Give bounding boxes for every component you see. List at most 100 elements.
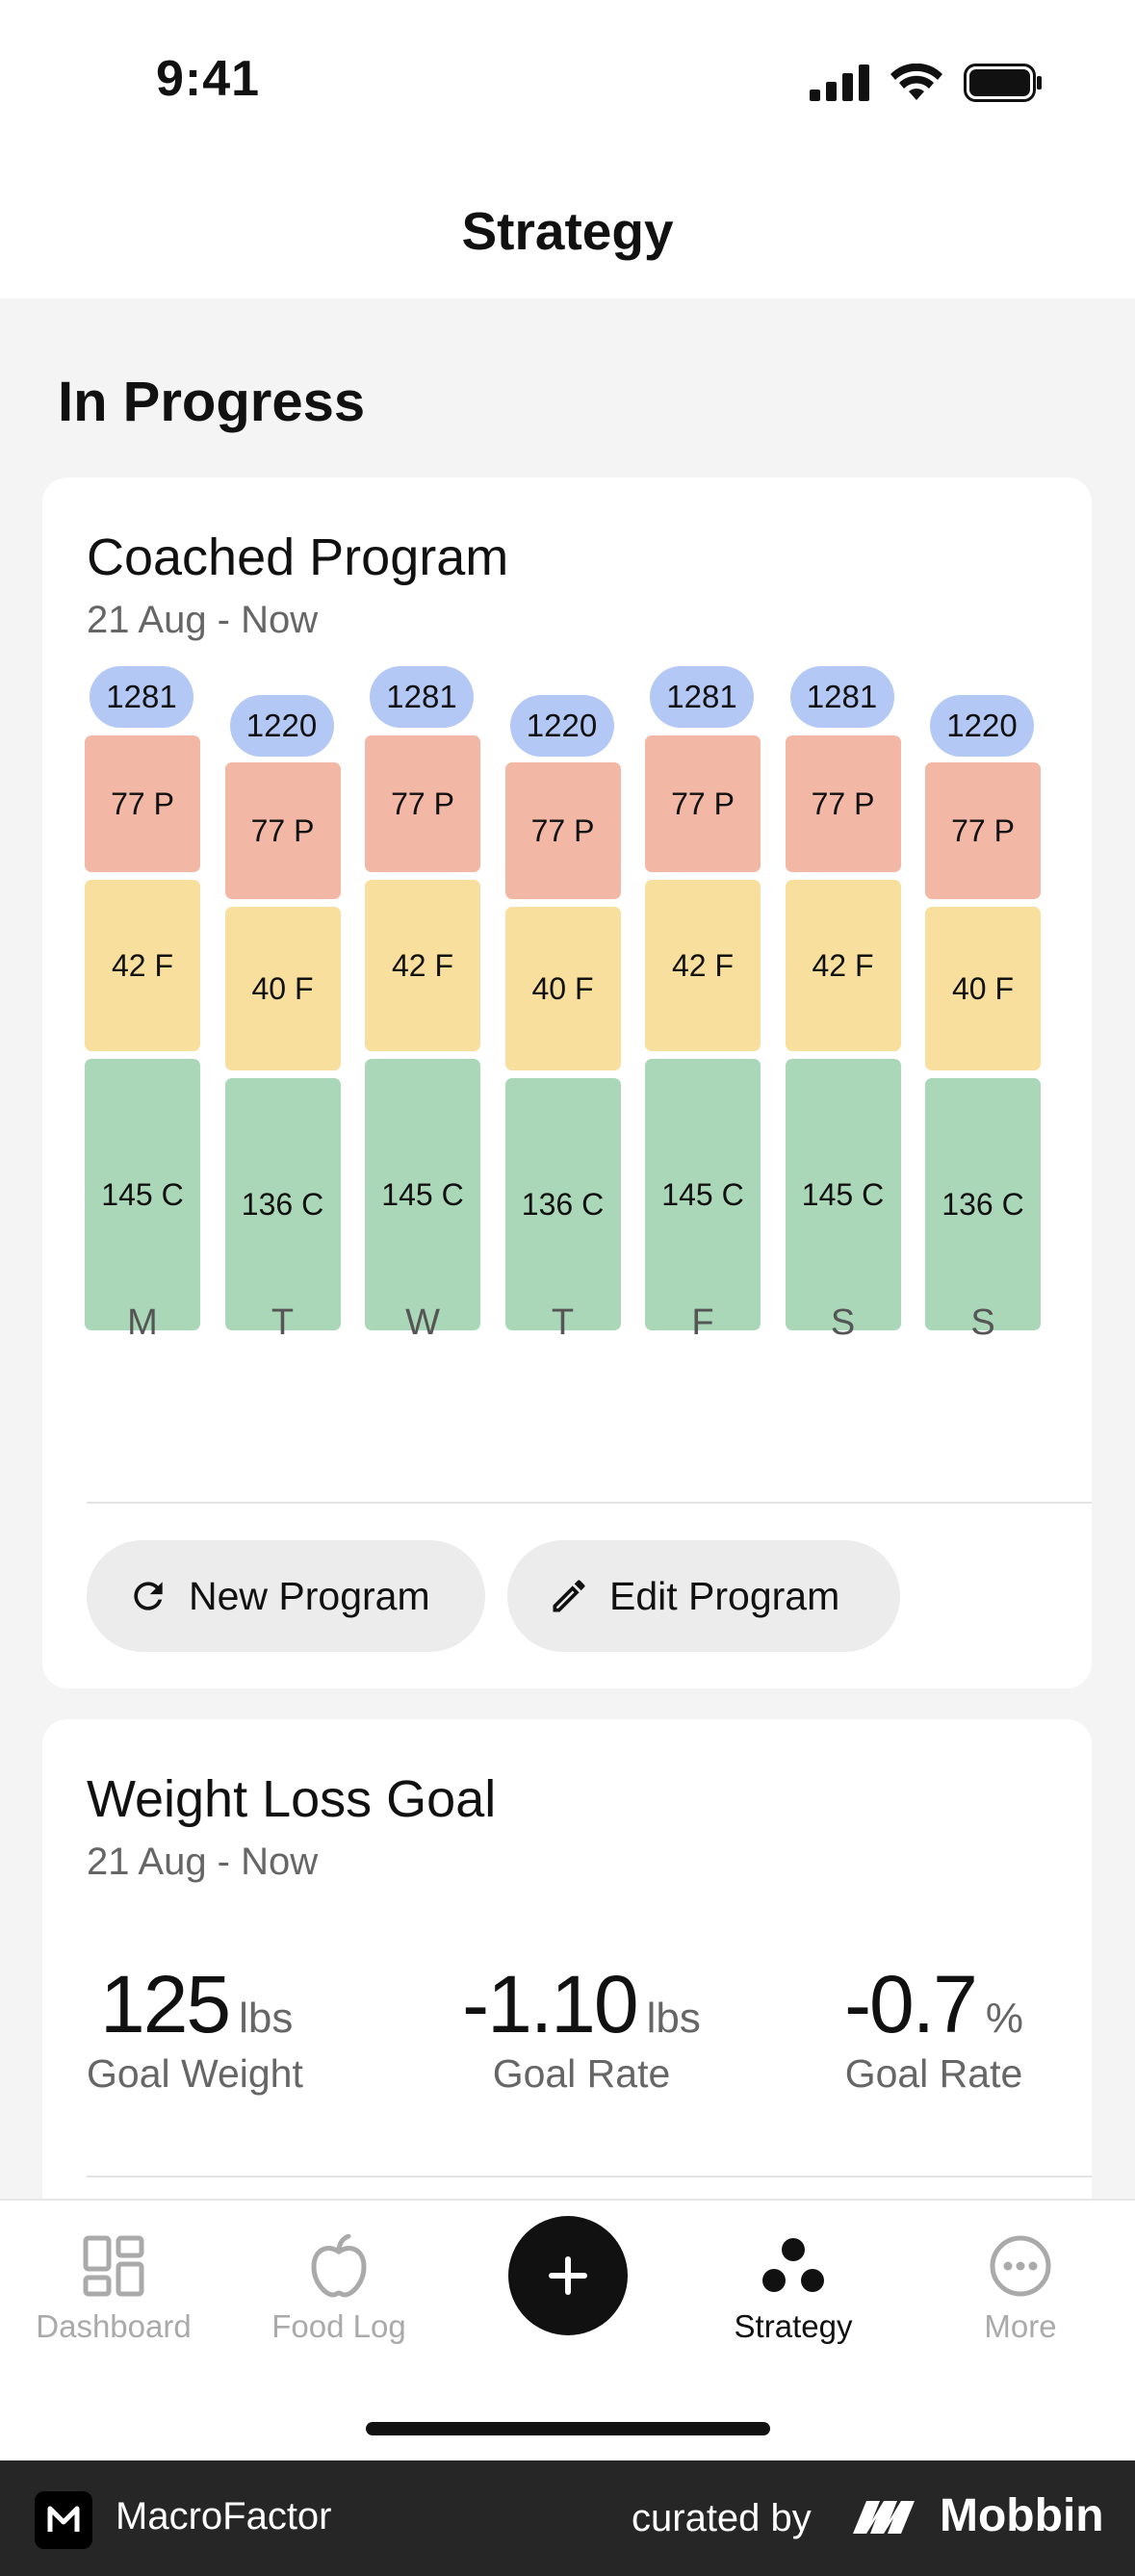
macro-chart: 1281 77 P 42 F 145 C M 1220 77 P 40 F 136 C T 1281… (85, 666, 1047, 1343)
protein-segment: 77 P (785, 735, 901, 872)
goal-rate-lbs-unit: lbs (646, 1995, 701, 2042)
fat-segment: 42 F (785, 880, 901, 1051)
day-label: S (970, 1302, 995, 1343)
tab-strategy-label: Strategy (734, 2308, 853, 2344)
new-program-button[interactable]: New Program (87, 1540, 485, 1652)
page-title: Strategy (461, 201, 674, 261)
calorie-badge: 1220 (930, 695, 1034, 757)
carbs-segment: 145 C (365, 1059, 480, 1330)
day-label: W (405, 1302, 440, 1343)
mobbin-logo-icon (853, 2500, 915, 2534)
mobbin-brand: Mobbin (851, 2489, 1104, 2542)
apple-icon (311, 2234, 367, 2298)
footer-brand-name: Mobbin (940, 2490, 1104, 2541)
refresh-icon (134, 1582, 163, 1610)
protein-segment: 77 P (645, 735, 761, 872)
day-label: F (691, 1302, 714, 1343)
goal-weight-label: Goal Weight (87, 2051, 303, 2096)
dashboard-icon (83, 2235, 144, 2297)
program-date-range: 21 Aug - Now (87, 599, 319, 641)
tab-strategy[interactable]: Strategy (697, 2229, 890, 2345)
goal-rate-percent-stat: -0.7 % Goal Rate (818, 1958, 1049, 2097)
tab-food-log-label: Food Log (271, 2308, 406, 2344)
goal-weight-value: 125 (100, 1959, 231, 2049)
fat-segment: 40 F (925, 907, 1041, 1070)
divider (87, 1502, 1092, 1504)
pencil-icon (553, 1580, 585, 1612)
calorie-badge: 1281 (90, 666, 193, 728)
calorie-badge: 1220 (509, 695, 614, 757)
fat-segment: 42 F (365, 880, 480, 1051)
tab-more-label: More (984, 2308, 1057, 2344)
protein-segment: 77 P (224, 762, 341, 899)
tab-dashboard[interactable]: Dashboard (17, 2229, 210, 2345)
fat-segment: 42 F (645, 880, 761, 1051)
divider (87, 2176, 1092, 2177)
tab-food-log[interactable]: Food Log (243, 2229, 435, 2345)
calorie-badge: 1281 (370, 666, 474, 728)
plus-icon (549, 2256, 587, 2295)
goal-rate-lbs-stat: -1.10 lbs Goal Rate (437, 1958, 726, 2097)
nav-header: Strategy (0, 164, 1135, 298)
section-title: In Progress (58, 371, 366, 433)
goal-date-range: 21 Aug - Now (87, 1841, 319, 1883)
calorie-badge: 1281 (789, 666, 894, 728)
day-label: T (551, 1302, 575, 1343)
tab-more[interactable]: More (924, 2229, 1117, 2345)
goal-rate-lbs-label: Goal Rate (492, 2051, 671, 2096)
goal-title: Weight Loss Goal (87, 1770, 497, 1828)
edit-program-label: Edit Program (609, 1573, 840, 1618)
footer-app-name: MacroFactor (116, 2495, 332, 2537)
goal-weight-unit: lbs (239, 1995, 294, 2042)
goal-rate-percent-value: -0.7 (844, 1959, 978, 2049)
fat-segment: 42 F (85, 880, 200, 1051)
calorie-badge: 1220 (229, 695, 334, 757)
footer-banner: MacroFactor curated by Mobbin (0, 2460, 1135, 2576)
protein-segment: 77 P (504, 762, 621, 899)
more-icon (990, 2235, 1051, 2297)
tab-bar: Dashboard Food Log Strategy (0, 2199, 1135, 2462)
strategy-icon (762, 2238, 824, 2292)
day-label: M (127, 1302, 158, 1343)
carbs-segment: 145 C (85, 1059, 200, 1330)
new-program-label: New Program (189, 1573, 430, 1618)
calorie-badge: 1281 (650, 666, 754, 728)
coached-program-card[interactable]: Coached Program 21 Aug - Now 1281 77 P 42 … (42, 477, 1092, 1688)
goal-rate-percent-label: Goal Rate (844, 2051, 1023, 2096)
carbs-segment: 145 C (645, 1059, 761, 1330)
fat-segment: 40 F (224, 907, 341, 1070)
add-button[interactable] (508, 2216, 628, 2335)
status-icons (810, 64, 1043, 102)
day-label: T (271, 1302, 295, 1343)
carbs-segment: 136 C (925, 1078, 1041, 1330)
day-label: S (830, 1302, 856, 1343)
signal-icon (810, 64, 869, 101)
goal-weight-stat: 125 lbs Goal Weight (87, 1958, 318, 2097)
wifi-icon (890, 64, 942, 100)
protein-segment: 77 P (365, 735, 480, 872)
footer-curated-by: curated by (632, 2497, 812, 2539)
status-time: 9:41 (156, 51, 261, 107)
fat-segment: 40 F (504, 907, 621, 1070)
home-indicator (366, 2422, 770, 2435)
carbs-segment: 136 C (504, 1078, 621, 1330)
carbs-segment: 145 C (785, 1059, 901, 1330)
protein-segment: 77 P (85, 735, 200, 872)
edit-program-button[interactable]: Edit Program (507, 1540, 900, 1652)
protein-segment: 77 P (925, 762, 1041, 899)
weight-loss-goal-card[interactable]: Weight Loss Goal 21 Aug - Now 125 lbs Go… (42, 1719, 1092, 2220)
macrofactor-logo-icon (35, 2491, 92, 2549)
battery-icon (964, 64, 1042, 102)
goal-rate-lbs-value: -1.10 (462, 1959, 638, 2049)
carbs-segment: 136 C (224, 1078, 341, 1330)
status-bar: 9:41 (0, 0, 1135, 164)
tab-dashboard-label: Dashboard (36, 2308, 192, 2344)
program-title: Coached Program (87, 528, 509, 586)
